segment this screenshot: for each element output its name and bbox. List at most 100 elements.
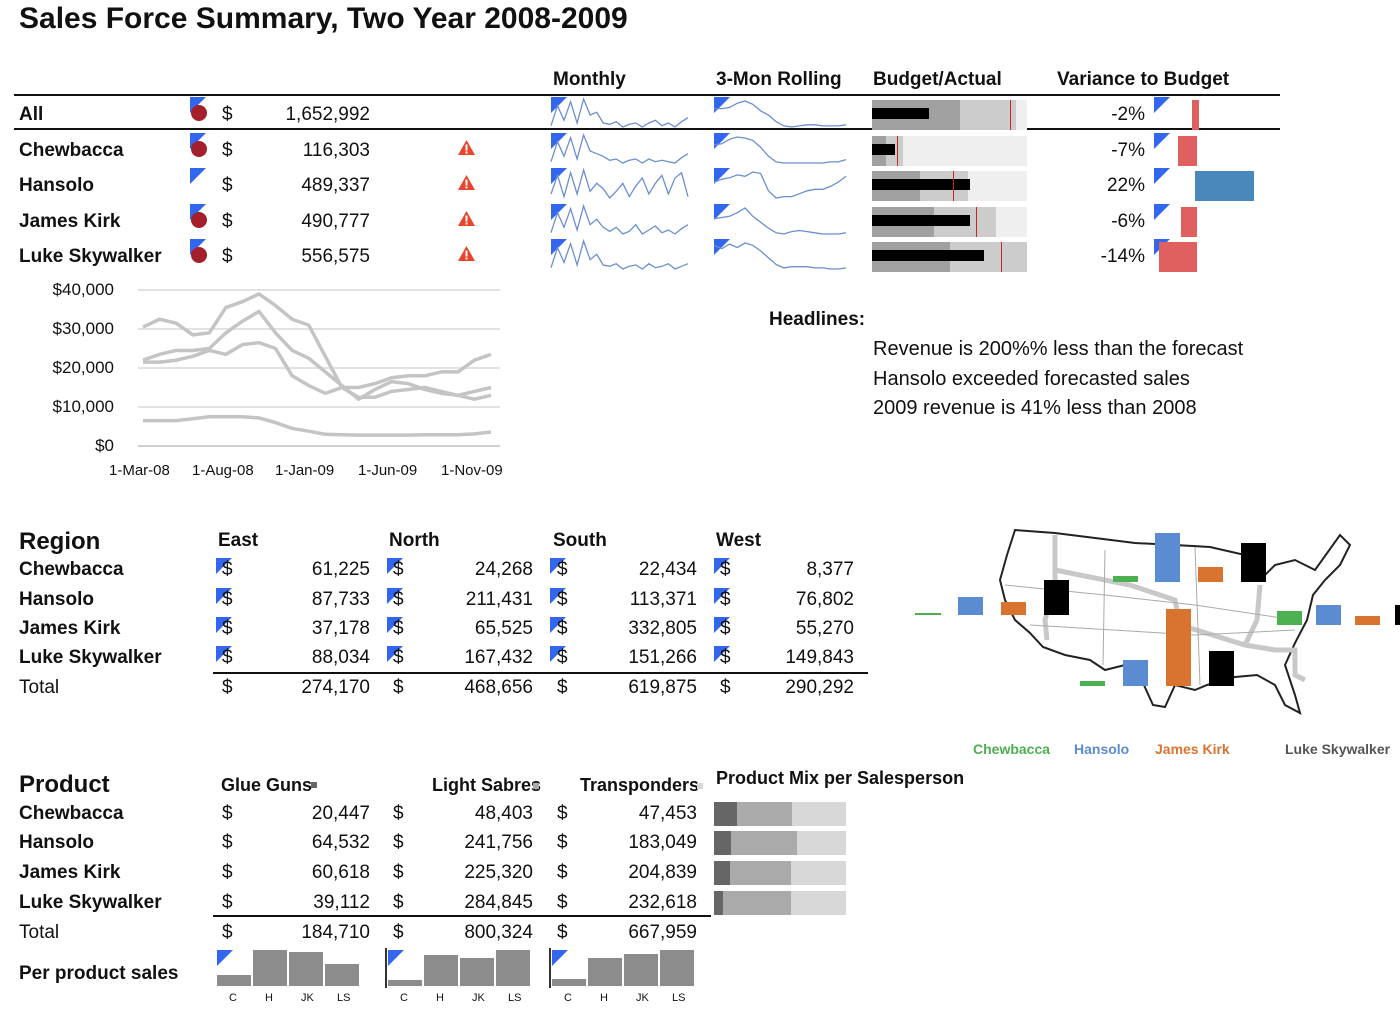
- product-mix-segment: [714, 831, 732, 855]
- region-title: Region: [19, 528, 101, 555]
- currency-symbol: $: [222, 677, 233, 698]
- warning-icon: [458, 246, 475, 261]
- product-mix-segment: [723, 891, 791, 915]
- salesperson-name: Chewbacca: [19, 559, 124, 580]
- product-mix-segment: [731, 831, 797, 855]
- blue-flag-icon: [714, 204, 730, 220]
- product-mix-segment: [714, 802, 738, 826]
- warning-icon: [458, 211, 475, 226]
- product-column-header: Transponders: [580, 775, 700, 795]
- sales-series-line: [143, 415, 492, 437]
- mini-category-label: LS: [672, 992, 686, 1004]
- currency-symbol: $: [222, 832, 233, 853]
- blue-flag-icon: [1154, 133, 1170, 149]
- currency-symbol: $: [720, 559, 731, 580]
- map-region-bar: [915, 613, 941, 615]
- all-row-divider: [14, 128, 1280, 130]
- red-status-dot-icon: [191, 247, 207, 263]
- blue-flag-icon: [714, 646, 730, 662]
- product-value: 232,618: [628, 892, 697, 913]
- currency-symbol: $: [222, 922, 233, 943]
- blue-flag-icon: [216, 588, 232, 604]
- warning-dot: [465, 257, 468, 260]
- region-boundary: [1242, 584, 1263, 647]
- target-marker: [952, 171, 955, 201]
- blue-flag-icon: [551, 204, 567, 220]
- currency-symbol: $: [720, 589, 731, 610]
- product-mix-segment: [737, 802, 793, 826]
- currency-symbol: $: [720, 618, 731, 639]
- map-legend-item: Hansolo: [1074, 741, 1130, 757]
- sales-line-chart: [138, 289, 500, 447]
- variance-bar: [1159, 242, 1197, 272]
- blue-flag-icon: [551, 168, 567, 184]
- state-border: [1102, 549, 1106, 666]
- region-value: 55,270: [795, 618, 854, 639]
- map-region-bar: [1166, 608, 1191, 686]
- currency-symbol: $: [222, 104, 233, 125]
- per-product-bar: [496, 950, 530, 986]
- mini-category-label: LS: [337, 992, 351, 1004]
- region-value: 65,525: [474, 618, 533, 639]
- per-product-bar: [660, 950, 694, 986]
- variance-percent: 22%: [1106, 175, 1145, 196]
- map-legend-item: Luke Skywalker: [1285, 741, 1391, 757]
- total-label: Total: [19, 677, 60, 698]
- variance-percent: -6%: [1111, 211, 1145, 232]
- monthly-sparkline: [550, 132, 689, 164]
- salesperson-name: Luke Skywalker: [19, 647, 162, 668]
- map-region-bar: [1080, 680, 1105, 686]
- currency-symbol: $: [222, 140, 233, 161]
- monthly-sparkline-line: [550, 96, 689, 128]
- monthly-sparkline: [550, 238, 689, 270]
- x-tick-label: 1-Jun-09: [358, 462, 418, 479]
- region-column-header: East: [218, 530, 259, 551]
- currency-symbol: $: [557, 922, 568, 943]
- sales-total: 490,777: [301, 211, 370, 232]
- blue-flag-icon: [216, 646, 232, 662]
- state-border: [1029, 624, 1296, 636]
- product-total: 800,324: [464, 922, 533, 943]
- rolling-sparkline-line: [713, 171, 847, 199]
- blue-flag-icon: [551, 133, 567, 149]
- product-value: 48,403: [474, 803, 533, 824]
- salesperson-name: Hansolo: [19, 175, 94, 196]
- rolling-sparkline-line: [713, 136, 847, 164]
- variance-bar: [1180, 207, 1197, 237]
- monthly-sparkline: [550, 203, 689, 235]
- region-value: 61,225: [311, 559, 370, 580]
- per-product-bar: [325, 964, 359, 986]
- currency-symbol: $: [222, 175, 233, 196]
- per-product-bar: [289, 952, 323, 986]
- region-value: 24,268: [474, 559, 533, 580]
- currency-symbol: $: [557, 832, 568, 853]
- y-tick-label: $0: [95, 436, 114, 455]
- blue-flag-icon: [387, 558, 403, 574]
- blue-flag-icon: [552, 950, 568, 966]
- salesperson-name: Chewbacca: [19, 803, 124, 824]
- region-value: 211,431: [465, 589, 533, 610]
- rolling-header: 3-Mon Rolling: [716, 69, 842, 90]
- currency-symbol: $: [557, 892, 568, 913]
- sales-total: 489,337: [301, 175, 370, 196]
- total-label: Total: [19, 922, 60, 943]
- blue-flag-icon: [550, 646, 566, 662]
- region-value: 149,843: [785, 647, 854, 668]
- map-region-bar: [1113, 576, 1138, 582]
- region-value: 37,178: [311, 618, 370, 639]
- warning-icon: [458, 140, 475, 155]
- mini-category-label: JK: [636, 992, 649, 1004]
- blue-flag-icon: [1154, 97, 1170, 113]
- map-region-bar: [1044, 580, 1069, 615]
- mini-chart-divider: [385, 948, 387, 988]
- region-value: 87,733: [311, 589, 370, 610]
- per-product-sales-label: Per product sales: [19, 963, 179, 984]
- rolling-sparkline: [713, 207, 847, 235]
- target-marker: [1000, 242, 1003, 272]
- rolling-sparkline: [713, 242, 847, 270]
- product-total: 667,959: [628, 922, 697, 943]
- state-border: [1194, 546, 1201, 686]
- y-tick-label: $30,000: [52, 319, 114, 338]
- page-title: Sales Force Summary, Two Year 2008-2009: [19, 2, 628, 35]
- region-column-header: West: [716, 530, 762, 551]
